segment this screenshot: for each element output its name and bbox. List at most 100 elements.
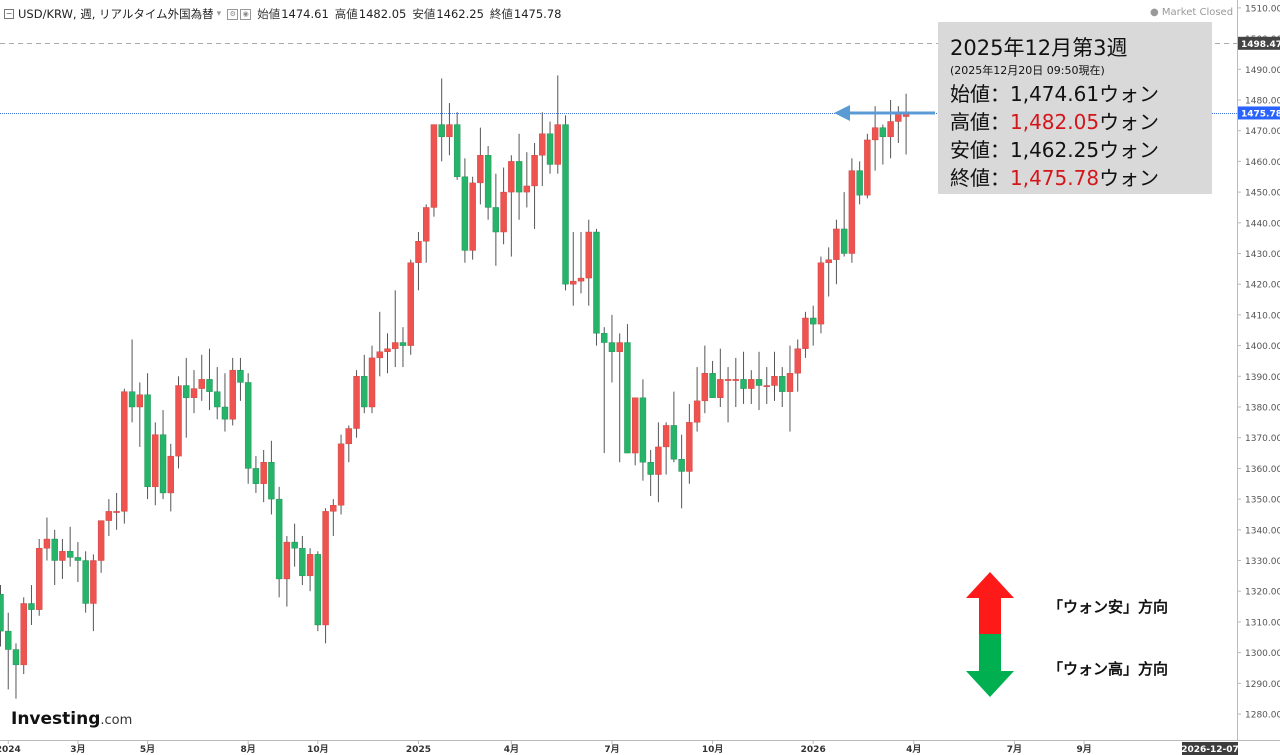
candle [74,542,82,582]
info-open-value: 1,474.61 [1010,82,1100,106]
dropdown-chevron-icon[interactable]: ▾ [216,9,222,19]
candle-body [554,124,561,165]
candle [740,351,747,404]
candle-body [639,397,647,463]
candle-body [570,280,577,285]
candle [570,232,577,306]
candle [631,397,639,466]
candle-body [484,155,492,208]
info-open-row: 始値：1,474.61ウォン [950,78,1159,107]
candle-body [415,241,422,263]
candle [810,305,817,346]
candle-body [43,538,51,549]
candle-body [221,406,229,420]
candle [453,112,461,180]
candle [848,158,856,263]
candle-body [59,551,66,561]
candle-body [562,124,569,285]
candle [562,115,569,291]
candle-body [608,342,616,352]
candle [5,612,12,690]
candle [755,351,763,411]
candle [113,492,120,530]
candle-body [244,382,252,469]
candle-body [275,498,283,580]
time-tick-label: 3月 [70,744,85,755]
info-high-value: 1,482.05 [1010,110,1100,134]
info-close-unit: ウォン [1099,166,1160,190]
candle-body [159,434,167,494]
candle [306,548,314,592]
candle [237,357,244,401]
candle [175,376,182,469]
candle [593,228,600,346]
candle [585,219,592,306]
price-tick-label: 1490.00 [1245,66,1280,76]
candle-body [322,511,329,626]
candle [833,219,840,285]
arrow-head [834,105,850,121]
candle-body [105,511,113,521]
candle [206,348,213,411]
candle-body [376,351,383,359]
candle [314,551,322,632]
candle [368,345,376,414]
time-tick-label: 10月 [307,744,329,755]
collapse-icon[interactable]: − [4,9,14,19]
candle-body [492,207,500,233]
candle-body [167,455,174,494]
candle-body [206,379,213,392]
price-tick-label: 1290.00 [1245,680,1280,690]
candle [28,585,35,625]
candle [601,327,608,454]
candle [353,370,360,438]
time-tick-label: 4月 [906,744,921,755]
candle-body [802,317,809,349]
time-tick-label: 4月 [504,744,519,755]
visibility-icon[interactable]: ◉ [240,8,252,20]
candle-body [136,394,144,408]
candle-body [183,385,190,398]
time-end-tag: 2026-12-07 [1181,742,1239,755]
candle-body [198,379,205,389]
info-low-row: 安値：1,462.25ウォン [950,134,1159,163]
symbol-title[interactable]: USD/KRW, 週, リアルタイム外国為替 [18,7,214,21]
chart-header: − USD/KRW, 週, リアルタイム外国為替 ▾ ⚙ ◉ 始値 1474.61… [4,5,561,23]
candle-body [508,161,515,193]
candle-body [430,124,438,208]
candle [647,449,654,497]
candle-body [500,191,507,233]
candle-body [306,554,314,577]
candle [546,121,554,174]
time-tick-label: 2024 [0,745,21,755]
time-tick-label: 8月 [241,744,256,755]
candle [268,440,275,515]
time-axis-ticks: 2024 3月 5月 8月 10月 2025 4月 7月 10月 2026 4月 7月 9月 2026-1… [0,740,1239,755]
candle-body [144,394,151,488]
candle-body [763,385,770,387]
candle [144,373,151,500]
candle-body [593,231,600,334]
candle-body [585,231,592,279]
candle-body [407,262,414,346]
info-open-unit: ウォン [1099,82,1160,106]
candle [190,370,198,414]
price-tick-label: 1410.00 [1245,311,1280,321]
candle [577,232,585,294]
candle-body [175,385,182,457]
candle [508,155,515,257]
price-tick-label: 1420.00 [1245,281,1280,291]
candle-body [833,228,840,260]
candle [423,204,430,263]
settings-icon[interactable]: ⚙ [227,8,239,20]
candle-body [701,373,709,402]
candle-body [361,376,368,408]
header-high-value: 1482.05 [358,7,407,21]
candle-body [446,124,453,138]
candle [794,339,801,392]
header-high-label: 高値 [334,7,358,21]
candle [662,422,670,475]
candle [678,434,685,509]
candle [12,643,20,699]
